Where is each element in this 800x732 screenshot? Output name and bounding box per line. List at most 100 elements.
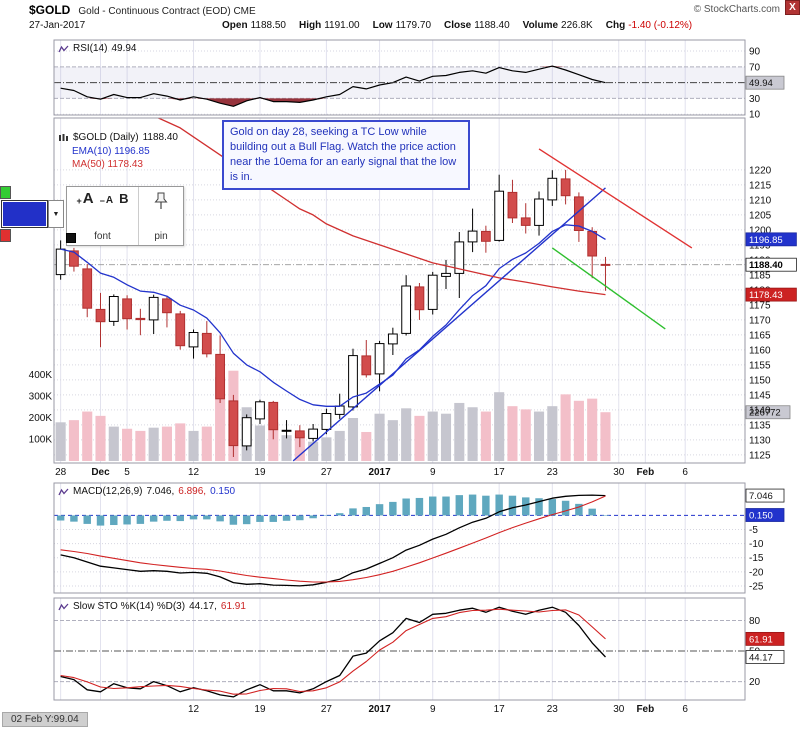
sto-legend: Slow STO %K(14) %D(3) 44.17, 61.91 bbox=[58, 601, 246, 612]
x-axis-bottom: 12 19 27 2017 9 17 23 30 Feb 6 bbox=[188, 704, 688, 715]
plus-icon: + bbox=[76, 196, 82, 206]
pin-icon bbox=[154, 192, 168, 213]
svg-text:1205: 1205 bbox=[749, 210, 772, 221]
annotation-text: Gold on day 28, seeking a TC Low while b… bbox=[230, 126, 457, 183]
price-legend: $GOLD (Daily) 1188.40 bbox=[58, 132, 178, 143]
svg-text:1178.43: 1178.43 bbox=[749, 290, 783, 301]
last-value-labels: 49.94 1196.85 1188.40 1178.43 7.046 0.150 61.9… bbox=[745, 75, 797, 664]
svg-text:1185: 1185 bbox=[749, 270, 771, 281]
svg-text:1150: 1150 bbox=[749, 375, 771, 386]
chg-value: -1.40 (-0.12%) bbox=[628, 20, 693, 31]
current-color-swatch[interactable] bbox=[1, 200, 48, 228]
svg-text:30: 30 bbox=[613, 704, 625, 715]
svg-text:44.17: 44.17 bbox=[749, 652, 773, 663]
chg-label: Chg bbox=[605, 20, 626, 31]
svg-text:1170: 1170 bbox=[749, 315, 771, 326]
bold-button[interactable]: B bbox=[117, 191, 131, 206]
crosshair-readout-text: 02 Feb Y:99.04 bbox=[11, 714, 79, 725]
annotation-toolbar: + A − A B font pin bbox=[66, 186, 184, 246]
svg-text:1188.40: 1188.40 bbox=[749, 260, 783, 271]
svg-text:1175: 1175 bbox=[749, 300, 771, 311]
svg-text:1125: 1125 bbox=[749, 450, 771, 461]
x-axis-main: 28 Dec 5 12 19 27 2017 9 17 23 30 Feb 6 bbox=[55, 467, 688, 478]
svg-text:1155: 1155 bbox=[749, 360, 771, 371]
macd-legend: MACD(12,26,9) 7.046, 6.896, 0.150 bbox=[58, 486, 235, 497]
svg-text:2017: 2017 bbox=[368, 704, 391, 715]
font-group-label: font bbox=[94, 231, 111, 242]
price-legend-value: 1188.40 bbox=[142, 132, 178, 143]
svg-text:400K: 400K bbox=[29, 370, 53, 381]
sto-panel-graphics bbox=[54, 598, 745, 700]
low-value: 1179.70 bbox=[395, 20, 431, 31]
svg-text:1140: 1140 bbox=[749, 405, 771, 416]
annotation-note[interactable]: Gold on day 28, seeking a TC Low while b… bbox=[222, 120, 470, 190]
sto-k-value: 44.17, bbox=[189, 601, 217, 612]
svg-text:226772: 226772 bbox=[749, 408, 781, 419]
svg-text:1160: 1160 bbox=[749, 345, 771, 356]
y-axis-labels: 9070503010122012151210120512001195119011… bbox=[749, 47, 772, 689]
close-button[interactable]: X bbox=[785, 0, 800, 15]
volume-label: Volume bbox=[522, 20, 559, 31]
volume-axis-labels: 400K 300K 200K 100K 226772 bbox=[29, 370, 791, 446]
minus-icon: − bbox=[99, 196, 105, 206]
svg-text:19: 19 bbox=[254, 704, 266, 715]
svg-text:12: 12 bbox=[188, 704, 200, 715]
ema-legend: EMA(10) 1196.85 bbox=[72, 146, 150, 157]
indicator-icon bbox=[58, 602, 69, 612]
close-label: Close bbox=[444, 20, 472, 31]
macd-signal-value: 6.896, bbox=[178, 486, 207, 497]
svg-text:30: 30 bbox=[749, 94, 761, 105]
open-value: 1188.50 bbox=[250, 20, 286, 31]
svg-text:1145: 1145 bbox=[749, 390, 771, 401]
font-decrease-button[interactable]: − A bbox=[97, 195, 116, 206]
svg-text:9: 9 bbox=[430, 467, 436, 478]
svg-text:-10: -10 bbox=[749, 539, 764, 550]
svg-text:49.94: 49.94 bbox=[749, 78, 773, 89]
svg-text:6: 6 bbox=[682, 704, 688, 715]
svg-text:7.046: 7.046 bbox=[749, 491, 773, 502]
svg-text:1210: 1210 bbox=[749, 195, 772, 206]
ema-legend-text: EMA(10) 1196.85 bbox=[72, 146, 150, 157]
macd-panel-graphics bbox=[54, 483, 745, 593]
color-dropdown-button[interactable]: ▼ bbox=[48, 200, 64, 228]
color-swatch-red[interactable] bbox=[0, 229, 11, 242]
panel-borders bbox=[53, 39, 746, 701]
font-increase-button[interactable]: + A bbox=[74, 190, 96, 207]
crosshair-readout: 02 Feb Y:99.04 bbox=[2, 712, 88, 727]
svg-text:100K: 100K bbox=[29, 435, 53, 446]
pin-button[interactable] bbox=[152, 192, 170, 213]
svg-text:20: 20 bbox=[749, 677, 761, 688]
svg-text:19: 19 bbox=[254, 467, 266, 478]
chevron-down-icon: ▼ bbox=[52, 210, 60, 218]
close-icon: X bbox=[789, 2, 796, 13]
color-swatch-green[interactable] bbox=[0, 186, 11, 199]
macd-hist-value: 0.150 bbox=[210, 486, 236, 497]
svg-text:17: 17 bbox=[494, 467, 506, 478]
svg-text:90: 90 bbox=[749, 47, 761, 58]
svg-text:23: 23 bbox=[547, 704, 559, 715]
open-label: Open bbox=[222, 20, 248, 31]
svg-text:28: 28 bbox=[55, 467, 67, 478]
svg-text:70: 70 bbox=[749, 62, 761, 73]
svg-text:1200: 1200 bbox=[749, 225, 772, 236]
volume-value: 226.8K bbox=[561, 20, 593, 31]
svg-text:Dec: Dec bbox=[91, 467, 110, 478]
price-legend-name: $GOLD (Daily) bbox=[73, 132, 139, 143]
high-label: High bbox=[298, 20, 322, 31]
svg-text:27: 27 bbox=[321, 704, 333, 715]
ma-legend-text: MA(50) 1178.43 bbox=[72, 159, 143, 170]
svg-text:12: 12 bbox=[188, 467, 200, 478]
svg-text:23: 23 bbox=[547, 467, 559, 478]
svg-text:1135: 1135 bbox=[749, 420, 771, 431]
svg-text:300K: 300K bbox=[29, 392, 53, 403]
svg-text:0.150: 0.150 bbox=[749, 511, 773, 522]
svg-text:1220: 1220 bbox=[749, 165, 772, 176]
macd-value: 7.046, bbox=[146, 486, 175, 497]
svg-text:27: 27 bbox=[321, 467, 333, 478]
svg-text:-20: -20 bbox=[749, 567, 764, 578]
svg-text:17: 17 bbox=[494, 704, 506, 715]
svg-text:1165: 1165 bbox=[749, 330, 771, 341]
color-swatch-black[interactable] bbox=[66, 233, 76, 243]
